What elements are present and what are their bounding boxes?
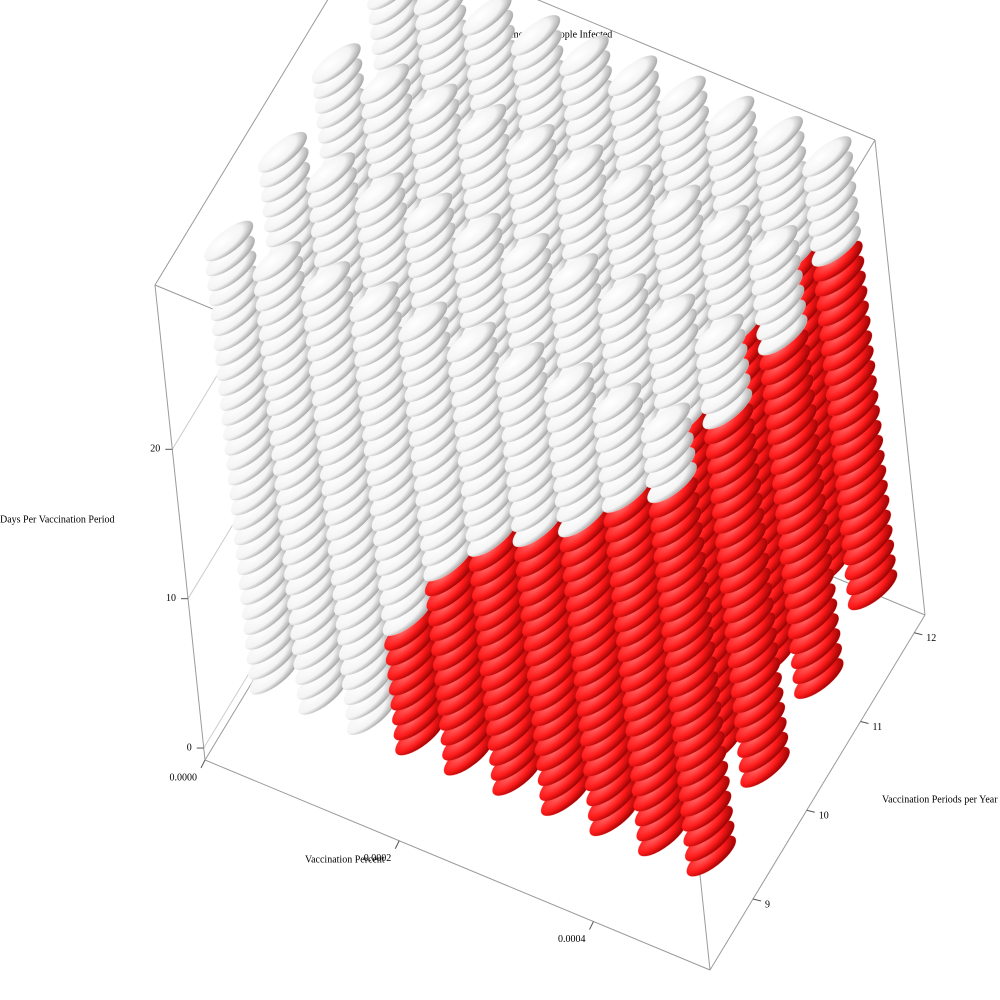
x-tick [589,921,594,930]
uninfected-disk [300,260,351,303]
z-axis-label: Days Per Vaccination Period [0,514,115,525]
uninfected-disk [543,361,594,404]
y-tick [806,809,815,813]
uninfected-disk [456,103,507,145]
y-axis-label: Vaccination Periods per Year [882,794,998,805]
column [802,135,898,611]
box-edge [874,139,926,616]
uninfected-disk [368,0,418,26]
box-edge [154,284,206,761]
uninfected-disk [359,63,410,105]
uninfected-disk [597,272,648,315]
uninfected-disk [554,143,604,186]
uninfected-disk [548,252,599,295]
uninfected-disk [252,240,303,282]
uninfected-disk [607,55,658,97]
uninfected-disk [699,204,750,246]
z-tick-label: 0 [187,742,192,753]
y-tick [860,721,869,724]
column [446,321,542,796]
box-edge [154,0,329,286]
uninfected-disk [495,341,545,383]
uninfected-disk [462,0,512,36]
uninfected-disk [802,135,852,178]
y-tick-label: 11 [873,722,883,733]
x-axis-label: Vaccination Percent [305,854,385,865]
uninfected-disk [451,212,502,254]
uninfected-disk [505,123,556,166]
y-tick [914,632,923,636]
y-tick-label: 10 [819,811,829,822]
uninfected-disk [306,151,356,194]
y-tick [752,898,762,902]
uninfected-disk [446,321,497,363]
uninfected-disk [640,402,691,444]
uninfected-disk [413,0,464,16]
uninfected-disk [403,192,454,234]
x-tick-label: 0.0000 [170,772,198,783]
column [694,313,790,788]
uninfected-disk [559,34,610,77]
column [300,260,397,736]
uninfected-disk [651,184,702,226]
uninfected-disk [694,313,745,355]
uninfected-disk [398,301,448,343]
box-edge [204,759,711,971]
box-edge [537,0,876,141]
column [748,224,844,700]
column [543,361,640,837]
uninfected-disk [592,381,643,424]
z-tick-label: 20 [150,444,160,455]
uninfected-disk [311,42,362,85]
column [252,240,348,716]
uninfected-disk [602,164,653,206]
z-tick-label: 10 [166,593,176,604]
uninfected-disk [656,75,707,117]
column [203,220,300,695]
x-tick [200,759,206,769]
y-tick-label: 12 [926,633,936,644]
uninfected-disk [203,220,254,262]
column [640,402,737,877]
x-tick [394,840,400,849]
uninfected-disk [704,95,755,137]
uninfected-disk [354,171,405,214]
uninfected-disk [349,280,400,323]
y-tick-label: 9 [765,899,770,910]
x-tick-label: 0.0002 [364,853,392,864]
column [398,301,494,776]
box-edge [709,614,926,971]
uninfected-disk [500,232,551,274]
uninfected-disk [366,0,417,11]
uninfected-disk [257,131,308,174]
uninfected-disk [646,293,696,335]
column [592,381,688,857]
x-tick-label: 0.0004 [558,934,586,945]
uninfected-disk [748,224,799,266]
uninfected-disk [510,14,561,57]
column [349,280,445,756]
uninfected-disk [408,83,459,125]
uninfected-disk [753,115,804,158]
